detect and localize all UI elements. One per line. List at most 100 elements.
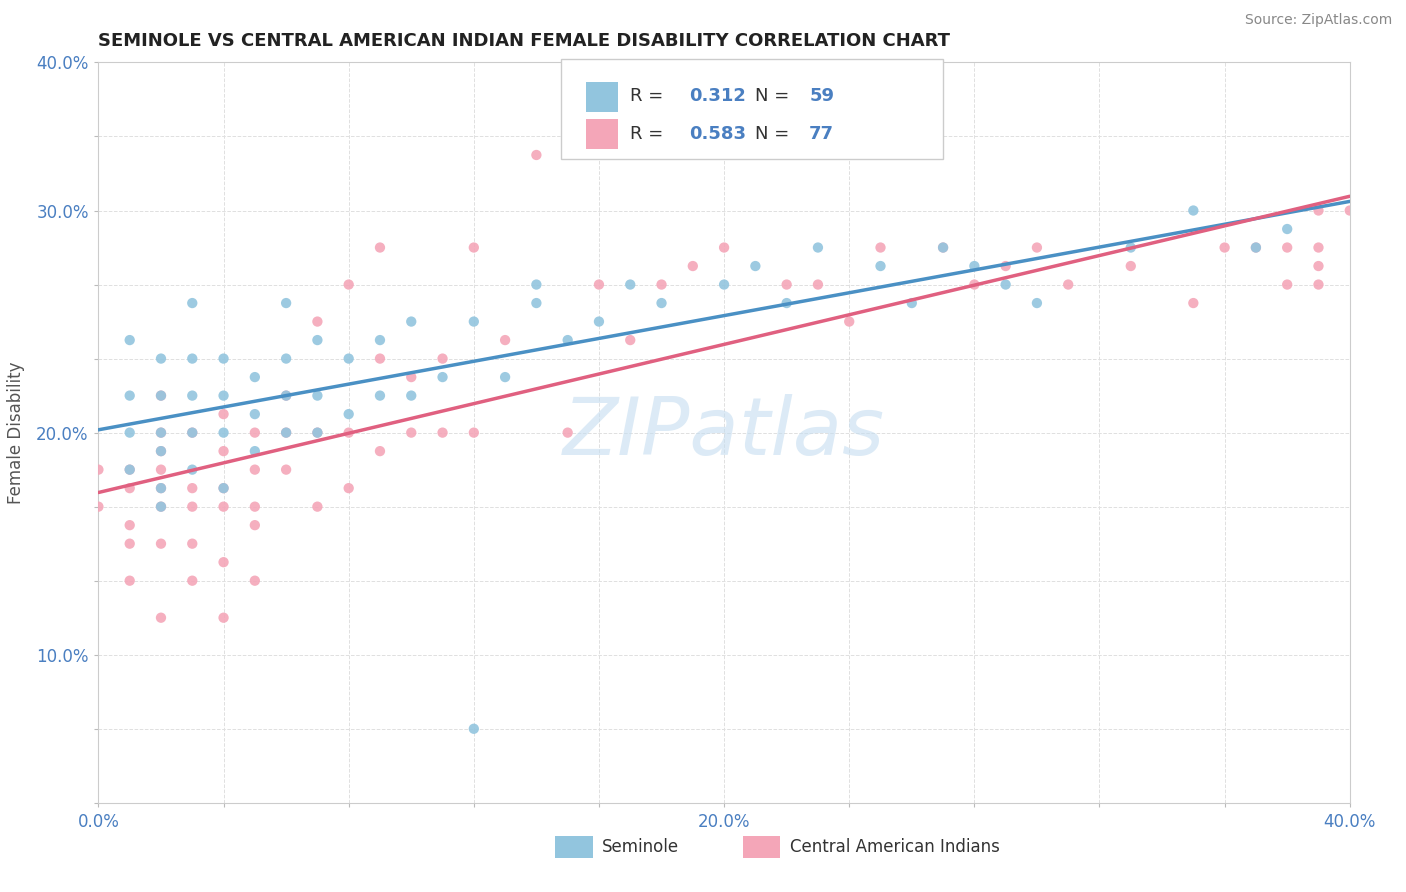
Point [1182,296,1205,310]
Point [963,259,986,273]
Point [1277,240,1299,255]
Text: Central American Indians: Central American Indians [790,838,1000,856]
Point [1277,277,1299,292]
Point [1182,203,1205,218]
Point [1244,240,1267,255]
Point [118,388,141,402]
Point [526,148,548,162]
Point [368,333,391,347]
Point [401,425,423,440]
Point [150,425,173,440]
Point [838,314,860,328]
Point [118,481,141,495]
Point [1026,296,1049,310]
Point [150,610,173,624]
Text: SEMINOLE VS CENTRAL AMERICAN INDIAN FEMALE DISABILITY CORRELATION CHART: SEMINOLE VS CENTRAL AMERICAN INDIAN FEMA… [98,32,950,50]
Point [150,351,173,366]
Point [619,333,641,347]
Text: ZIPatlas: ZIPatlas [562,393,886,472]
Text: Source: ZipAtlas.com: Source: ZipAtlas.com [1244,13,1392,28]
Point [118,518,141,533]
Point [1308,240,1330,255]
Point [557,333,579,347]
Point [650,277,672,292]
Point [463,722,485,736]
Point [932,240,955,255]
Point [243,462,266,476]
Point [87,500,110,514]
FancyBboxPatch shape [742,836,780,858]
Point [212,444,235,458]
Point [243,500,266,514]
Point [713,240,735,255]
Point [181,425,204,440]
Point [181,425,204,440]
Point [337,425,360,440]
Point [243,444,266,458]
Point [307,500,329,514]
Point [87,462,110,476]
Point [1244,240,1267,255]
Point [274,351,298,366]
Point [368,388,391,402]
Point [212,407,235,421]
Point [307,333,329,347]
Point [432,370,454,384]
Point [869,240,891,255]
Point [118,333,141,347]
Point [150,425,173,440]
Point [526,296,548,310]
Point [401,314,423,328]
Point [368,240,391,255]
Point [274,388,298,402]
Point [337,277,360,292]
Point [619,277,641,292]
Point [932,240,955,255]
Point [682,259,704,273]
Point [118,462,141,476]
Point [150,536,173,550]
Point [900,296,922,310]
Point [650,296,672,310]
Point [212,481,235,495]
Point [181,536,204,550]
Point [994,259,1017,273]
Point [150,388,173,402]
Point [869,259,891,273]
Point [588,277,610,292]
Point [274,296,298,310]
Point [212,425,235,440]
Point [401,388,423,402]
Point [274,425,298,440]
Point [1308,259,1330,273]
Point [181,500,204,514]
Text: R =: R = [630,125,669,143]
Point [181,574,204,588]
Point [307,425,329,440]
Point [181,481,204,495]
Point [744,259,766,273]
Point [150,388,173,402]
Point [150,481,173,495]
Text: R =: R = [630,87,669,105]
FancyBboxPatch shape [561,59,943,159]
Point [401,370,423,384]
Text: 59: 59 [810,87,834,105]
Point [181,462,204,476]
Point [494,370,516,384]
Point [307,388,329,402]
Point [274,388,298,402]
Point [1057,277,1080,292]
Point [212,388,235,402]
Point [463,240,485,255]
Point [1339,203,1361,218]
Point [526,277,548,292]
Point [776,296,799,310]
Point [212,500,235,514]
Point [243,574,266,588]
Point [1119,259,1142,273]
Point [181,388,204,402]
Point [243,370,266,384]
Point [1308,277,1330,292]
Point [212,481,235,495]
